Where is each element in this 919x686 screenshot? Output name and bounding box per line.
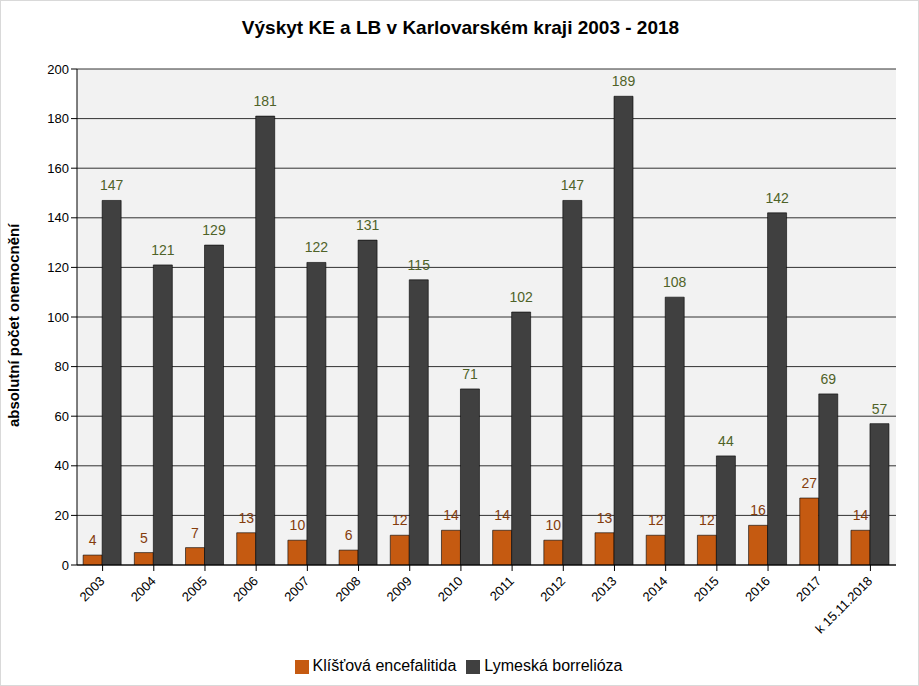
svg-text:2010: 2010 — [435, 573, 466, 604]
svg-text:2012: 2012 — [537, 573, 568, 604]
svg-text:13: 13 — [597, 510, 613, 526]
svg-text:129: 129 — [202, 222, 226, 238]
svg-text:60: 60 — [55, 409, 69, 424]
svg-text:2008: 2008 — [332, 573, 363, 604]
svg-text:0: 0 — [62, 558, 69, 573]
svg-text:189: 189 — [612, 73, 636, 89]
svg-text:147: 147 — [561, 177, 585, 193]
svg-text:2017: 2017 — [793, 573, 824, 604]
svg-text:121: 121 — [151, 242, 175, 258]
svg-text:131: 131 — [356, 217, 380, 233]
svg-text:108: 108 — [663, 274, 687, 290]
svg-text:10: 10 — [546, 517, 562, 533]
svg-text:2006: 2006 — [230, 573, 261, 604]
svg-text:5: 5 — [140, 530, 148, 546]
svg-text:140: 140 — [47, 210, 69, 225]
svg-text:147: 147 — [100, 177, 124, 193]
svg-text:k 15.11.2018: k 15.11.2018 — [812, 573, 875, 636]
svg-text:142: 142 — [765, 190, 789, 206]
svg-text:115: 115 — [408, 257, 431, 273]
svg-text:2007: 2007 — [281, 573, 312, 604]
svg-text:71: 71 — [462, 366, 478, 382]
svg-text:2016: 2016 — [742, 573, 773, 604]
svg-text:12: 12 — [648, 512, 664, 528]
svg-text:12: 12 — [699, 512, 715, 528]
svg-text:14: 14 — [494, 507, 510, 523]
svg-text:80: 80 — [55, 359, 69, 374]
svg-text:14: 14 — [853, 507, 869, 523]
html-text:Výskyt KE a LB v Karlovarském: Výskyt KE a LB v Karlovarském kraji 2003… — [241, 17, 680, 38]
svg-text:122: 122 — [305, 239, 329, 255]
svg-text:2015: 2015 — [691, 573, 722, 604]
svg-text:27: 27 — [801, 475, 817, 491]
svg-text:2011: 2011 — [487, 573, 517, 603]
svg-text:14: 14 — [443, 507, 459, 523]
svg-text:absolutní počet onemocnění: absolutní počet onemocnění — [8, 223, 22, 427]
svg-text:10: 10 — [290, 517, 306, 533]
svg-text:2005: 2005 — [179, 573, 210, 604]
svg-text:181: 181 — [254, 93, 278, 109]
svg-text:6: 6 — [345, 527, 353, 543]
svg-text:100: 100 — [47, 310, 69, 325]
svg-text:2009: 2009 — [384, 573, 415, 604]
svg-text:57: 57 — [872, 401, 888, 417]
svg-text:180: 180 — [47, 111, 69, 126]
html-text:Klíšťová encefalitida: Klíšťová encefalitida — [312, 657, 457, 674]
svg-text:4: 4 — [89, 532, 97, 548]
svg-text:2004: 2004 — [128, 573, 159, 604]
svg-text:160: 160 — [47, 161, 69, 176]
svg-text:20: 20 — [55, 508, 69, 523]
svg-text:7: 7 — [191, 525, 199, 541]
svg-text:2014: 2014 — [640, 573, 671, 604]
svg-text:13: 13 — [238, 510, 254, 526]
svg-text:120: 120 — [47, 260, 69, 275]
svg-text:102: 102 — [509, 289, 533, 305]
svg-text:200: 200 — [47, 62, 69, 77]
svg-text:69: 69 — [820, 371, 836, 387]
svg-text:44: 44 — [718, 433, 734, 449]
svg-text:2013: 2013 — [588, 573, 619, 604]
svg-text:16: 16 — [750, 502, 766, 518]
svg-text:12: 12 — [392, 512, 408, 528]
html-text:Lymeská borrelióza: Lymeská borrelióza — [484, 657, 623, 674]
svg-text:40: 40 — [55, 458, 69, 473]
svg-text:2003: 2003 — [76, 573, 107, 604]
